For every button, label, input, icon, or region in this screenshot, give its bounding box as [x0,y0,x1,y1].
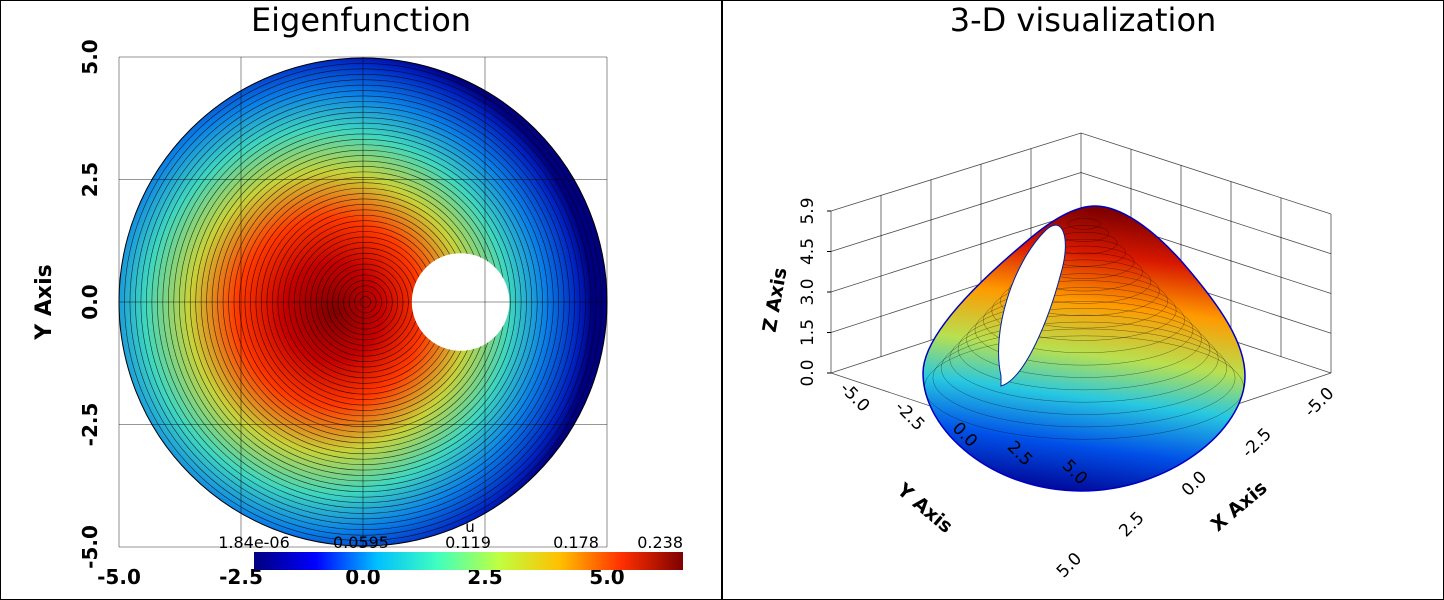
z-tick-label: 1.5 [798,319,818,346]
y-tick-label: 0.0 [78,284,102,319]
z-tick-label: 0.0 [798,359,818,386]
surface-contours [924,218,1244,440]
colorbar-tick-label: 0.0595 [333,533,389,552]
eigenfunction-panel: Eigenfunction -5.0 -5.0 -2.5 -2.5 0.0 0.0 2.5 2… [0,0,722,600]
y-tick-label: 5.0 [78,39,102,74]
z-tick-label: 4.5 [798,238,818,265]
colorbar-tick-label: 0.119 [445,533,491,552]
colorbar-title: u [465,518,475,536]
colorbar-tick-label: 0.238 [637,533,683,552]
x-tick-label: -2.5 [1238,424,1276,462]
x-tick-label: 5.0 [1053,549,1086,582]
z-axis-label: Z Axis [759,266,792,334]
x-tick-label: 2.5 [1115,508,1148,541]
surface-3d [922,205,1246,492]
z-tick-label: 3.0 [798,278,818,305]
y-axis-label: Y Axis [32,264,57,340]
surface-body [922,205,1246,492]
x-tick-label: -5.0 [1301,384,1339,422]
colorbar-tick-label: 1.84e-06 [218,533,290,552]
eigenfunction-plot: -5.0-5.0-2.5-2.50.00.02.52.55.05.0Y Axis… [32,39,683,589]
x-axis-label-3d: X Axis [1207,477,1272,536]
surface-3d-plot: 0.0 1.5 3.0 4.5 5.9 Z Axis -5.0 -2.5 0.0 2.5 5.0 Y … [759,132,1339,582]
y-tick-label: 2.5 [78,162,102,197]
surface-hole [998,224,1066,387]
surface-3d-title: 3-D visualization [949,1,1217,39]
y-tick-label: -5.0 [78,525,102,569]
x-tick-label: -5.0 [97,565,141,589]
y-tick-label: -2.5 [78,403,102,447]
colorbar-tick-label: 0.178 [553,533,599,552]
colorbar [254,552,683,570]
y-tick-label: -5.0 [836,379,874,417]
x-tick-label: 0.0 [1178,467,1211,500]
y-axis-label-3d: Y Axis [892,478,957,537]
grid-lines [118,56,608,548]
z-tick-label: 5.9 [798,197,818,224]
eigenfunction-title: Eigenfunction [250,1,472,39]
surface-3d-panel: 3-D visualization 0.0 1.5 3.0 4.5 5.9 Z Axis -… [722,0,1444,600]
